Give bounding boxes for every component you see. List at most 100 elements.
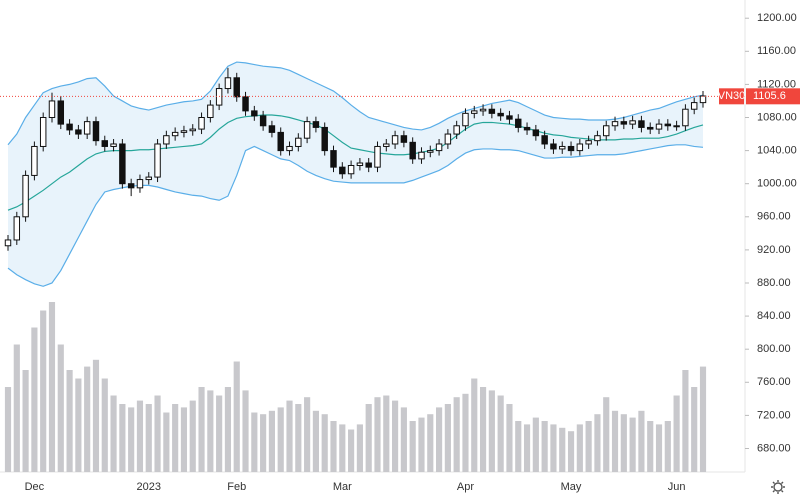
candle-body [163, 135, 170, 145]
y-tick-label: 840.00 [757, 310, 791, 322]
volume-bar [655, 424, 663, 472]
volume-bar [330, 421, 337, 472]
settings-icon[interactable] [771, 480, 785, 494]
volume-bar [374, 397, 381, 472]
volume-bar [383, 395, 390, 472]
y-tick-label: 1000.00 [757, 178, 797, 190]
candle-body [479, 108, 487, 112]
candle-body [559, 145, 566, 150]
candle-body [497, 112, 504, 117]
candle-body [620, 121, 628, 125]
candle-body [330, 150, 337, 168]
gear-teeth [771, 480, 785, 494]
volume-bar [198, 387, 205, 472]
candle-body [127, 183, 135, 189]
volume-bar [462, 393, 469, 472]
candle-body [594, 135, 601, 142]
candle-body [31, 145, 38, 176]
x-tick-label: Dec [25, 481, 45, 493]
volume-bar [233, 361, 240, 472]
candle-body [339, 166, 346, 175]
volume-bar [286, 400, 293, 472]
volume-bar [75, 378, 82, 472]
candle-body [171, 131, 179, 137]
y-tick-label: 1080.00 [757, 111, 797, 123]
candle-body [39, 117, 47, 147]
candle-body [251, 110, 258, 117]
volume-bar [479, 387, 487, 472]
volume-bar [101, 378, 108, 472]
volume-bar [92, 359, 100, 472]
candle-body [427, 150, 434, 153]
y-tick-label: 680.00 [757, 442, 791, 454]
candle-body [189, 128, 196, 132]
volume-bar [277, 407, 284, 472]
y-tick-label: 760.00 [757, 376, 791, 388]
candle-body [453, 125, 460, 135]
volume-bar [321, 414, 328, 472]
volume-bar [242, 390, 249, 472]
candle-body [66, 123, 73, 131]
candle-body [303, 121, 311, 139]
candle-body [488, 108, 496, 114]
symbol-label: VN30 [718, 90, 746, 102]
candle-body [523, 126, 531, 131]
x-tick-label: 2023 [137, 481, 161, 493]
candle-body [690, 102, 698, 110]
candle-body [550, 143, 557, 150]
volume-bar [497, 395, 504, 472]
volume-bar [523, 424, 531, 472]
candle-body [242, 96, 249, 112]
volume-bar [84, 366, 91, 472]
volume-bar [48, 302, 56, 472]
volume-bar [22, 370, 29, 472]
volume-bar [541, 421, 548, 472]
volume-bar [268, 410, 276, 472]
volume-bar [673, 395, 680, 472]
candle-body [629, 120, 636, 125]
candle-body [462, 112, 469, 127]
volume-bar [611, 410, 619, 472]
y-tick-label: 1160.00 [757, 45, 796, 57]
candle-body [391, 135, 399, 145]
volume-bar [620, 414, 627, 472]
candle-body [13, 216, 21, 241]
volume-bar [136, 400, 144, 472]
volume-bar [251, 412, 258, 472]
candle-body [400, 135, 408, 143]
volume-bar [488, 390, 495, 472]
candle-body [277, 131, 284, 152]
y-tick-label: 800.00 [757, 343, 791, 355]
volume-bar [603, 397, 610, 472]
volume-bar [348, 429, 355, 472]
volume-bar [365, 404, 372, 472]
volume-bar [295, 404, 302, 472]
volume-bar [304, 397, 311, 472]
candle-body [567, 145, 575, 152]
candle-body [585, 140, 592, 145]
candle-body [22, 174, 29, 218]
candle-body [576, 143, 584, 152]
candle-body [233, 77, 240, 98]
candle-body [154, 143, 161, 178]
y-tick-label: 1200.00 [757, 12, 797, 24]
volume-bar [471, 378, 478, 472]
volume-bar [409, 421, 416, 472]
volume-bar [154, 395, 161, 472]
candle-body [611, 121, 619, 127]
band-fill [8, 62, 703, 287]
candle-body [638, 120, 645, 128]
volume-bar [339, 424, 346, 472]
volume-bar [682, 370, 689, 472]
candle-body [268, 125, 276, 133]
candle-body [295, 137, 302, 147]
x-tick-label: Feb [227, 481, 246, 493]
volume-bar [145, 404, 152, 472]
volume-bar [444, 404, 451, 472]
candle-body [409, 141, 416, 160]
volume-bar [629, 417, 636, 472]
volume-bar [13, 344, 20, 472]
candle-body [75, 129, 82, 135]
candle-body [699, 95, 707, 104]
